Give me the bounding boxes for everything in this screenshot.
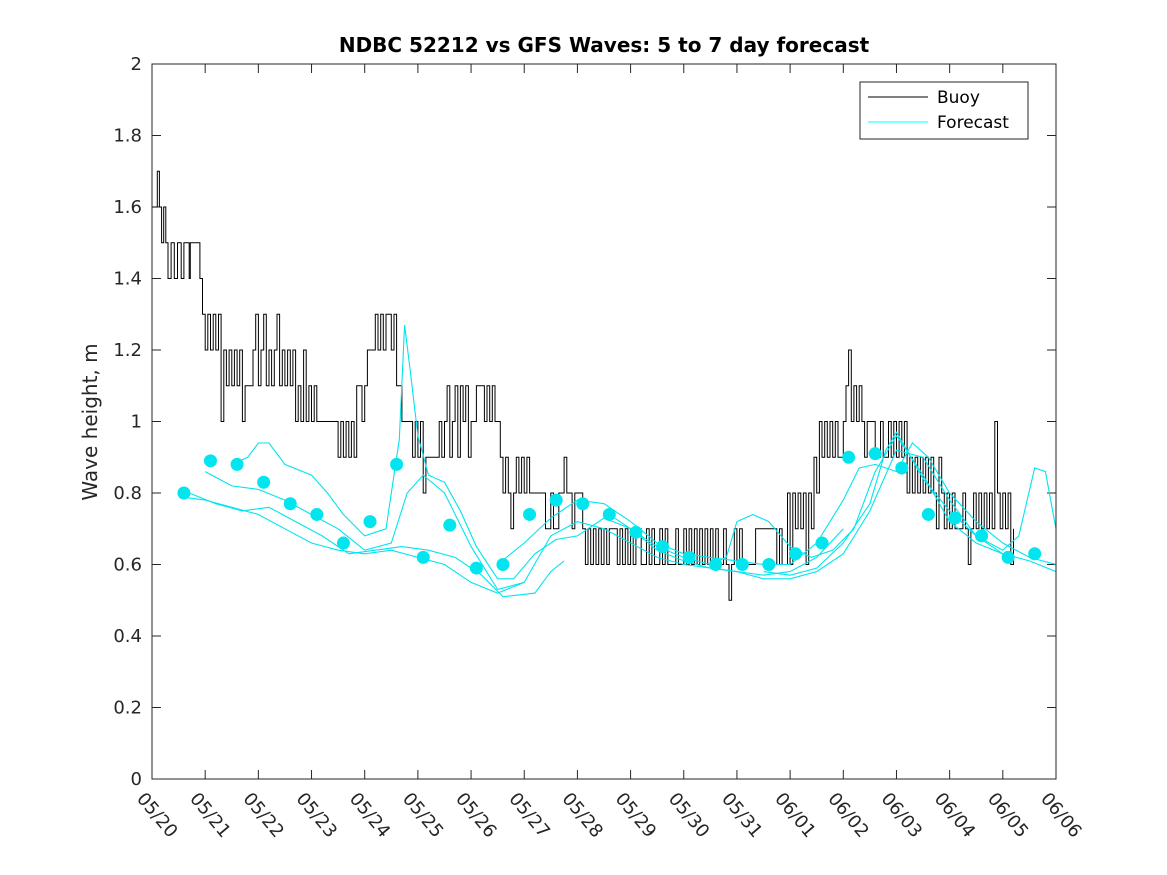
forecast-point [868, 447, 882, 461]
x-tick-label: 05/28 [558, 789, 607, 842]
y-tick-label: 1.2 [113, 340, 142, 361]
y-tick-label: 0.6 [113, 555, 142, 576]
chart-title: NDBC 52212 vs GFS Waves: 5 to 7 day fore… [339, 33, 870, 57]
buoy-series-line [152, 170, 1014, 601]
legend-buoy-label: Buoy [937, 88, 980, 108]
x-tick-label: 05/27 [504, 789, 553, 842]
forecast-point [815, 536, 829, 550]
forecast-point [523, 507, 537, 521]
x-tick-label: 06/04 [930, 789, 979, 842]
y-tick-label: 0.4 [113, 626, 142, 647]
legend-box [859, 81, 1029, 140]
x-tick-label: 05/22 [239, 789, 288, 842]
y-tick-label: 1.6 [113, 197, 142, 218]
forecast-series-line-4 [231, 324, 1014, 580]
forecast-point [336, 536, 350, 550]
y-tick-label: 2 [131, 54, 142, 75]
forecast-point [203, 454, 217, 468]
forecast-point [283, 497, 297, 511]
forecast-series-line-1 [178, 496, 525, 594]
x-tick-label: 06/05 [983, 789, 1032, 842]
x-tick-label: 05/30 [664, 789, 713, 842]
x-tick-label: 05/29 [611, 789, 660, 842]
y-tick-label: 1 [131, 412, 142, 433]
y-tick-label: 0.8 [113, 483, 142, 504]
forecast-point [1028, 547, 1042, 561]
forecast-point [975, 529, 989, 543]
forecast-point [1001, 550, 1015, 564]
forecast-point [443, 518, 457, 532]
forecast-point [895, 461, 909, 475]
forecast-point [948, 511, 962, 525]
forecast-point [762, 558, 776, 571]
forecast-point [390, 457, 404, 471]
forecast-point [735, 558, 749, 571]
forecast-point [549, 493, 563, 507]
forecast-point [257, 475, 271, 489]
x-tick-label: 05/25 [398, 789, 447, 842]
forecast-series-line-6 [603, 449, 1056, 580]
forecast-point [310, 507, 324, 521]
plot-frame [151, 63, 1057, 780]
forecast-point [416, 550, 430, 564]
forecast-point [230, 457, 244, 471]
y-axis-label: Wave height, m [78, 343, 102, 500]
legend-forecast-label: Forecast [937, 113, 1009, 133]
forecast-point [469, 561, 483, 575]
x-tick-label: 06/03 [877, 789, 926, 842]
forecast-point [576, 497, 590, 511]
forecast-point [842, 450, 856, 464]
forecast-point [709, 558, 723, 571]
y-tick-label: 1.8 [113, 126, 142, 147]
forecast-point [921, 507, 935, 521]
x-tick-label: 05/20 [132, 789, 181, 842]
x-tick-label: 05/26 [451, 789, 500, 842]
forecast-point [788, 547, 802, 561]
forecast-point [655, 540, 669, 554]
x-tick-label: 05/24 [345, 789, 394, 842]
legend: Buoy Forecast [859, 81, 1029, 140]
x-tick-label: 06/06 [1036, 789, 1085, 842]
forecast-point [682, 550, 696, 564]
y-tick-label: 0.2 [113, 698, 142, 719]
forecast-point [496, 558, 510, 571]
forecast-point [602, 507, 616, 521]
x-tick-label: 05/31 [717, 789, 766, 842]
x-tick-label: 05/21 [185, 789, 234, 842]
forecast-series-line-5 [497, 442, 1056, 566]
y-tick-label: 1.4 [113, 269, 142, 290]
forecast-point [363, 515, 377, 529]
forecast-series-line-2 [188, 492, 565, 598]
y-tick-label: 0 [131, 769, 142, 790]
x-tick-label: 06/02 [823, 789, 872, 842]
x-tick-label: 05/23 [292, 789, 341, 842]
x-tick-label: 06/01 [770, 789, 819, 842]
forecast-point [177, 486, 191, 500]
forecast-point [629, 525, 643, 539]
data-layer [152, 170, 1056, 601]
